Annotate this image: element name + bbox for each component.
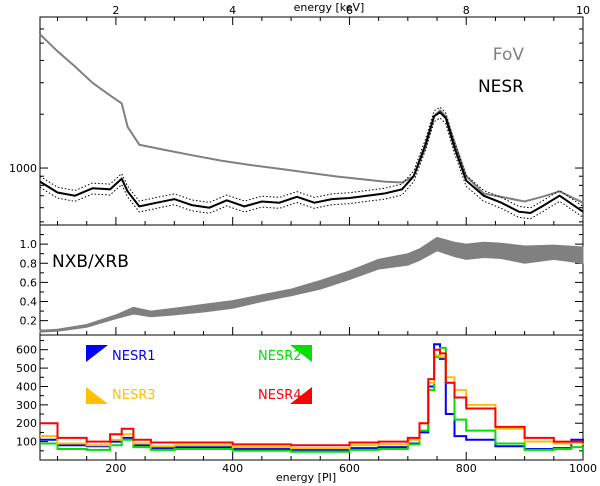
top-axis-title: energy [keV] <box>294 1 365 14</box>
y-tick-label: 1000 <box>9 162 37 175</box>
nesr-series-line <box>39 111 584 215</box>
nxb-xrb-band <box>39 236 584 333</box>
legend-fov-label: FoV <box>493 45 525 65</box>
y-tick-label: 0.4 <box>20 296 38 309</box>
nxb-ratio-panel: 0.2 0.4 0.6 0.8 1.0 <box>20 224 584 336</box>
x-tick-label: 800 <box>456 462 477 475</box>
x-tick-label: 600 <box>339 462 360 475</box>
y-tick-label: 100 <box>16 436 37 449</box>
nesr4-series-line <box>40 348 584 447</box>
x-tick-label: 1000 <box>569 462 597 475</box>
legend-nesr4-label: NESR4 <box>258 388 302 403</box>
y-tick-label: 0.6 <box>20 276 38 289</box>
legend-nesr1-label: NESR1 <box>112 349 156 364</box>
y-tick-label: 400 <box>16 380 37 393</box>
nesr-upper-error <box>39 106 584 209</box>
keV-tick-label: 2 <box>112 4 119 17</box>
x-tick-label: 400 <box>222 462 243 475</box>
panel-frame <box>39 224 584 336</box>
y-tick-label: 500 <box>16 362 37 375</box>
y-tick-label: 600 <box>16 344 37 357</box>
legend-nesr3-label: NESR3 <box>112 388 156 403</box>
keV-tick-label: 8 <box>463 4 470 17</box>
bottom-axis-title: energy [PI] <box>276 471 336 484</box>
x-tick-label: 200 <box>105 462 126 475</box>
nxb-xrb-label: NXB/XRB <box>52 252 129 272</box>
y-tick-label: 300 <box>16 399 37 412</box>
fov-series-line <box>39 33 584 204</box>
legend-nesr3-swatch <box>86 387 108 404</box>
y-tick-label: 0.8 <box>20 257 38 270</box>
y-tick-label: 1.0 <box>20 238 38 251</box>
y-tick-label: 0.2 <box>20 315 38 328</box>
keV-tick-label: 10 <box>576 4 590 17</box>
legend-nesr-label: NESR <box>478 77 524 97</box>
detector-spectra-panel: 200 400 600 800 1000 100 200 300 400 500 600 <box>16 334 597 475</box>
legend-nesr2-swatch <box>290 345 312 362</box>
legend-nesr4-swatch <box>290 387 312 404</box>
y-tick-label: 200 <box>16 417 37 430</box>
legend-nesr1-swatch <box>86 345 108 362</box>
legend-nesr2-label: NESR2 <box>258 349 302 364</box>
keV-tick-label: 4 <box>229 4 236 17</box>
keV-tick-label: 6 <box>346 4 353 17</box>
panel-frame <box>39 334 584 461</box>
